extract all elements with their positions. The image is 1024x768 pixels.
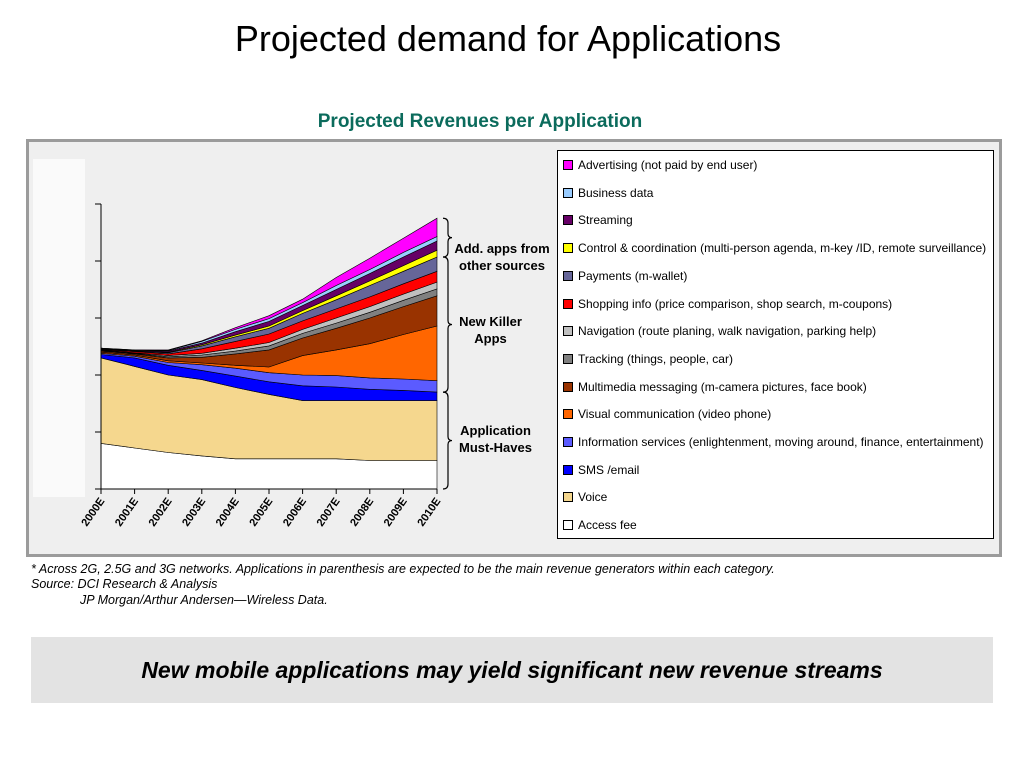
footnote-line-1: * Across 2G, 2.5G and 3G networks. Appli… <box>31 562 775 576</box>
x-tick-label-4: 2004E <box>214 496 242 529</box>
chart-title: Projected Revenues per Application <box>317 111 643 132</box>
annotation-brace-0 <box>442 217 453 258</box>
y-axis-label-area <box>33 159 85 497</box>
legend-swatch <box>563 243 573 254</box>
annotation-brace-1 <box>442 256 453 393</box>
legend-label: Access fee <box>578 518 637 533</box>
legend-item: Shopping info (price comparison, shop se… <box>563 295 892 313</box>
legend-item: Voice <box>563 488 607 506</box>
legend-label: Streaming <box>578 213 633 228</box>
legend-label: SMS /email <box>578 462 640 477</box>
x-tick-label-9: 2009E <box>382 496 410 529</box>
annotation-text-line: other sources <box>459 258 545 273</box>
legend-swatch <box>563 492 573 503</box>
area-series-13 <box>100 217 438 351</box>
legend-label: Control & coordination (multi-person age… <box>578 241 987 256</box>
x-tick-label-3: 2003E <box>180 496 208 529</box>
legend-item: Streaming <box>563 211 633 229</box>
legend-swatch <box>563 215 573 226</box>
legend-label: Tracking (things, people, car) <box>578 351 733 366</box>
footnote-source-2: JP Morgan/Arthur Andersen—Wireless Data. <box>80 593 328 607</box>
slide-title: Projected demand for Applications <box>234 18 782 59</box>
legend-label: Visual communication (video phone) <box>578 407 772 422</box>
annotation-brace-2 <box>442 391 453 490</box>
legend-item: Multimedia messaging (m-camera pictures,… <box>563 378 867 396</box>
annotation-text-line: Apps <box>474 331 507 346</box>
legend-swatch <box>563 353 573 364</box>
legend-item: Information services (enlightenment, mov… <box>563 433 984 451</box>
legend-label: Shopping info (price comparison, shop se… <box>578 296 893 311</box>
legend-swatch <box>563 187 573 198</box>
legend-swatch <box>563 520 573 531</box>
x-tick-label-6: 2006E <box>281 496 309 529</box>
chart-legend: Advertising (not paid by end user) Busine… <box>557 150 994 539</box>
legend-swatch <box>563 270 573 281</box>
legend-swatch <box>563 381 573 392</box>
legend-item: SMS /email <box>563 461 639 479</box>
annotation-application-must-haves: Application Must-Haves <box>448 422 543 456</box>
x-tick-label-2: 2002E <box>147 496 175 529</box>
x-tick-label-8: 2008E <box>348 496 376 529</box>
legend-item: Business data <box>563 184 653 202</box>
legend-swatch <box>563 298 573 309</box>
legend-swatch <box>563 326 573 337</box>
legend-swatch <box>563 409 573 420</box>
annotation-text-line: Add. apps from <box>454 241 550 256</box>
legend-item: Access fee <box>563 516 637 534</box>
annotation-text-line: New Killer <box>459 314 522 329</box>
x-tick-label-7: 2007E <box>315 496 343 529</box>
annotation-text-line: Must-Haves <box>459 440 532 455</box>
stacked-area-chart: 2000E 2001E 2002E 2003E 2004E 2005E 2006E 2007E… <box>79 203 453 529</box>
legend-swatch <box>563 464 573 475</box>
x-tick-label-5: 2005E <box>247 496 275 529</box>
x-tick-label-1: 2001E <box>113 496 141 529</box>
x-tick-label-10: 2010E <box>415 496 443 529</box>
legend-item: Navigation (route planing, walk navigati… <box>563 322 876 340</box>
legend-item: Visual communication (video phone) <box>563 405 771 423</box>
annotation-new-killer-apps: New Killer Apps <box>448 313 533 347</box>
annotation-additional-apps: Add. apps from other sources <box>448 240 556 274</box>
legend-swatch <box>563 437 573 447</box>
x-tick-label-0: 2000E <box>79 496 107 529</box>
legend-label: Business data <box>578 185 654 200</box>
conclusion-banner: New mobile applications may yield signif… <box>31 637 993 703</box>
legend-label: Information services (enlightenment, mov… <box>578 435 984 449</box>
legend-label: Multimedia messaging (m-camera pictures,… <box>578 379 867 394</box>
legend-item: Tracking (things, people, car) <box>563 350 733 368</box>
legend-label: Navigation (route planing, walk navigati… <box>578 324 877 339</box>
legend-label: Advertising (not paid by end user) <box>578 158 758 172</box>
banner-text: New mobile applications may yield signif… <box>141 656 883 683</box>
annotation-text-line: Application <box>460 423 531 438</box>
legend-item: Control & coordination (multi-person age… <box>563 239 986 257</box>
legend-label: Payments (m-wallet) <box>578 268 688 283</box>
legend-label: Voice <box>578 490 608 505</box>
legend-item: Payments (m-wallet) <box>563 267 687 285</box>
legend-swatch <box>563 160 573 170</box>
footnote-source: Source: DCI Research & Analysis <box>31 577 218 591</box>
legend-item: Advertising (not paid by end user) <box>563 156 757 174</box>
